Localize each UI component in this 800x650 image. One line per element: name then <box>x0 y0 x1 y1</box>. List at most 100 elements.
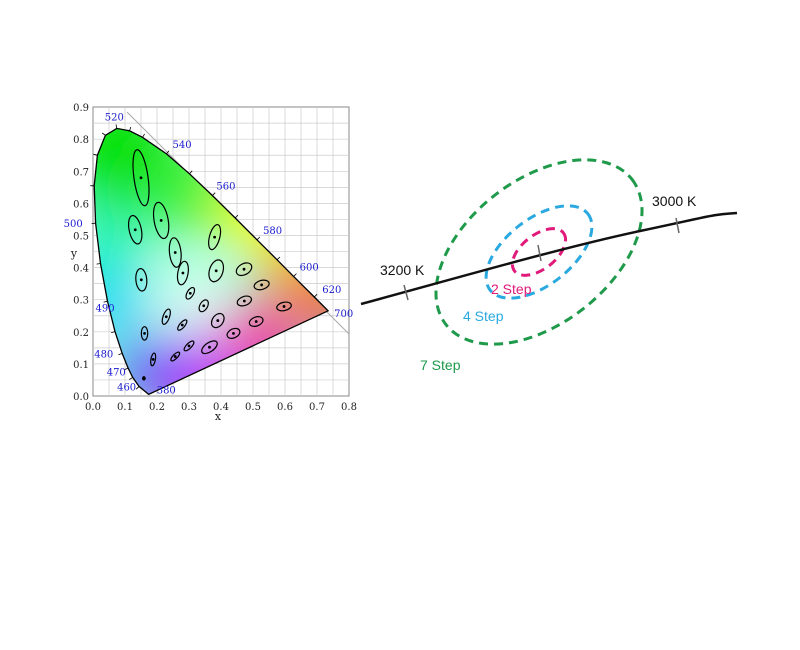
wavelength-label-600: 600 <box>300 262 319 273</box>
macadam-ellipse <box>140 326 149 341</box>
ellipse-center-point <box>232 332 235 335</box>
macadam-ellipse <box>135 267 148 292</box>
cie-chromaticity-chart: 380460470480490500520540560580600620700 … <box>64 103 357 423</box>
y-tick-label: 0.2 <box>73 328 89 339</box>
macadam-ellipse <box>170 351 181 362</box>
x-axis-label: x <box>215 410 222 423</box>
y-tick-label: 0.5 <box>73 232 89 243</box>
y-tick-label: 0.8 <box>73 135 89 146</box>
wavelength-label-380: 380 <box>157 385 176 396</box>
wavelength-label-540: 540 <box>172 140 191 151</box>
ellipse-center-point <box>216 319 220 322</box>
macadam-ellipse <box>177 319 188 331</box>
wavelength-tick <box>96 263 101 265</box>
macadam-ellipse <box>235 262 253 277</box>
y-tick-label: 0.3 <box>73 296 89 307</box>
ellipse-center-point <box>143 332 146 335</box>
ellipse-center-point <box>213 235 217 239</box>
wavelength-label-560: 560 <box>216 182 235 193</box>
center-tick <box>537 244 542 262</box>
macadam-ellipse <box>132 149 150 207</box>
wavelength-tick <box>212 192 216 196</box>
x-tick-label: 0.2 <box>149 402 165 413</box>
wavelength-tick <box>124 367 129 371</box>
wavelength-tick <box>166 150 170 155</box>
ellipse-center-point <box>139 176 143 180</box>
macadam-ellipse <box>208 224 222 251</box>
x-tick-label: 0.3 <box>181 402 197 413</box>
step7-label: 7 Step <box>420 357 461 373</box>
x-tick-label: 0.7 <box>309 402 325 413</box>
macadam-ellipse <box>201 340 218 355</box>
wavelength-tick <box>103 300 108 303</box>
cct-3000-label: 3000 K <box>652 193 697 209</box>
x-tick-label: 0.5 <box>245 402 261 413</box>
y-tick-label: 0.1 <box>73 360 89 371</box>
ellipse-center-point <box>188 291 192 295</box>
ellipse-center-point <box>282 305 286 308</box>
wavelength-tick <box>276 256 281 261</box>
macadam-ellipse <box>226 327 241 339</box>
ellipse-center-point <box>173 355 177 358</box>
ellipse-center-point <box>202 304 206 308</box>
macadam-ellipse <box>236 295 253 307</box>
step2-label: 2 Step <box>491 281 532 297</box>
ellipse-center-point <box>139 278 143 282</box>
ellipse-center-point <box>187 344 191 348</box>
wavelength-tick <box>111 331 116 334</box>
wavelength-tick <box>135 386 140 390</box>
cct-3000-tick <box>675 217 680 234</box>
macadam-ellipse <box>183 340 195 352</box>
wavelength-label-520: 520 <box>105 112 124 123</box>
wavelength-label-460: 460 <box>117 382 136 393</box>
macadam-ellipse <box>198 299 209 313</box>
macadam-step-diagram: 3200 K 3000 K 2 Step 4 Step 7 Step <box>360 158 738 373</box>
ellipse-center-point <box>173 251 177 254</box>
axis-ticks: 0.0 0.1 0.2 0.3 0.4 0.5 0.6 0.7 0.8 0.0 0.1 0.2 0.3 0… <box>73 103 357 413</box>
wavelength-tick <box>129 126 132 131</box>
ellipse-center-point <box>214 269 218 273</box>
step4-ellipse <box>484 204 594 300</box>
wavelength-tick <box>93 153 98 156</box>
cct-3200-label: 3200 K <box>380 262 425 278</box>
cct-3200-tick <box>403 284 409 301</box>
step4-label: 4 Step <box>463 308 504 324</box>
y-tick-label: 0.6 <box>73 199 89 210</box>
ellipse-center-point <box>254 320 258 323</box>
x-tick-label: 0.4 <box>213 402 229 413</box>
ellipse-center-point <box>260 283 264 287</box>
ellipse-center-point <box>208 345 211 349</box>
macadam-ellipse <box>253 279 270 291</box>
macadam-ellipse <box>248 316 264 327</box>
wavelength-label-480: 480 <box>94 349 113 360</box>
ellipse-center-point <box>180 323 184 327</box>
ellipse-center-point <box>142 376 146 380</box>
ellipse-center-point <box>133 228 137 232</box>
y-tick-label: 0.0 <box>73 392 89 403</box>
y-axis-label: y <box>70 247 78 260</box>
wavelength-label-620: 620 <box>322 285 341 296</box>
macadam-ellipse <box>276 301 292 312</box>
wavelength-tick <box>142 133 145 138</box>
macadam-ellipse <box>185 286 196 300</box>
ellipse-center-point <box>151 358 155 361</box>
wavelength-tick <box>234 214 239 219</box>
step2-ellipse <box>510 227 568 277</box>
ellipse-center-point <box>181 271 185 275</box>
ellipse-center-point <box>242 299 246 303</box>
x-tick-label: 0.6 <box>277 402 293 413</box>
y-tick-label: 0.4 <box>73 264 89 275</box>
planckian-locus-curve <box>360 211 738 306</box>
ellipse-center-point <box>242 267 246 271</box>
wavelength-tick <box>189 170 193 175</box>
x-tick-label: 0.0 <box>85 402 101 413</box>
wavelength-label-580: 580 <box>263 226 282 237</box>
ellipse-center-point <box>159 219 163 222</box>
x-tick-label: 0.8 <box>341 402 357 413</box>
wavelength-label-490: 490 <box>96 303 115 314</box>
macadam-ellipses <box>127 149 292 381</box>
wavelength-label-500: 500 <box>64 219 83 230</box>
wavelength-tick <box>313 293 318 298</box>
step7-ellipse <box>434 158 644 346</box>
